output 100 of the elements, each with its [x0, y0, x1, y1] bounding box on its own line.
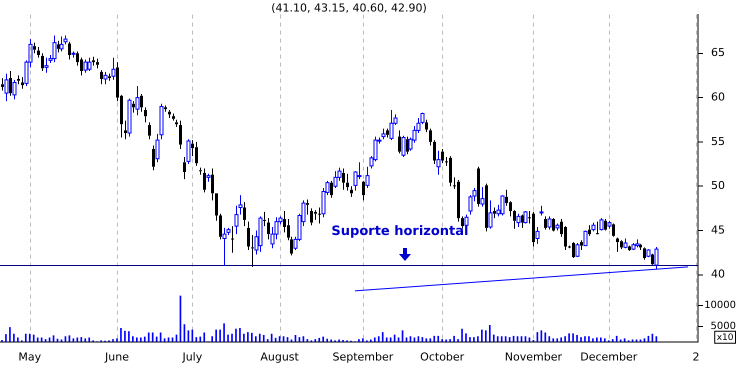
candlestick — [68, 41, 71, 60]
candlestick — [480, 186, 484, 208]
chart-title: (41.10, 43.15, 40.60, 42.90) — [271, 1, 427, 14]
candlestick — [199, 167, 202, 176]
x-tick-label: August — [260, 350, 300, 364]
y-tick-label: 65 — [711, 46, 725, 60]
y-tick-label: 40 — [711, 268, 725, 281]
candlestick — [477, 166, 480, 208]
candlestick — [222, 227, 226, 267]
candlestick — [41, 52, 44, 72]
candlestick — [386, 128, 389, 138]
candlestick — [362, 180, 365, 201]
candlestick — [219, 213, 222, 240]
annotation: Suporte horizontal — [331, 224, 468, 240]
candlestick — [493, 207, 496, 219]
candlestick — [144, 106, 147, 123]
candlestick — [572, 242, 575, 259]
candlestick — [1, 78, 4, 91]
candlestick — [231, 226, 234, 254]
x-tick-label: July — [181, 350, 203, 364]
candlestick — [441, 148, 444, 164]
candlestick — [366, 166, 370, 188]
candlestick — [596, 221, 599, 234]
y-tick-label: 45 — [711, 223, 725, 236]
candlestick — [104, 71, 108, 85]
candlestick — [112, 57, 116, 80]
candlestick — [306, 199, 309, 216]
candlestick — [243, 202, 246, 227]
candlestick — [457, 180, 460, 222]
candlestick — [195, 141, 198, 166]
candlestick — [148, 122, 151, 140]
y-tick-label: 60 — [711, 90, 725, 104]
candlestick — [318, 207, 321, 224]
candlestick — [516, 213, 520, 228]
candlestick — [9, 70, 12, 96]
x-tick-label: November — [504, 350, 562, 364]
candlestick — [429, 128, 432, 146]
candlestick — [334, 170, 338, 188]
candlestick — [485, 183, 488, 232]
candlestick — [183, 156, 186, 180]
candlestick — [215, 193, 218, 222]
y2-tick-label: 5000 — [710, 321, 736, 332]
candlestick — [247, 221, 250, 251]
candlestick — [513, 210, 516, 230]
x-tick-label: December — [580, 350, 638, 364]
x-tick-label: May — [18, 350, 42, 364]
candlestick — [168, 109, 171, 118]
candlestick — [211, 168, 214, 201]
candlestick — [33, 42, 36, 54]
candlestick — [251, 234, 254, 268]
candlestick — [124, 120, 127, 140]
candlestick — [449, 156, 452, 187]
candlestick — [436, 150, 440, 176]
y-tick-label: 50 — [711, 179, 725, 192]
candlestick — [588, 224, 591, 236]
y-tick-label: 55 — [711, 134, 725, 148]
candlestick — [564, 226, 567, 251]
candlestick — [488, 200, 492, 230]
candlestick — [643, 246, 646, 260]
candlestick — [136, 86, 140, 116]
candlestick — [267, 218, 270, 240]
candlestick — [346, 173, 349, 192]
candlestick — [44, 57, 48, 74]
candlestick — [179, 120, 182, 150]
candlestick — [433, 140, 436, 165]
candlestick — [4, 73, 8, 102]
candlestick — [425, 119, 428, 133]
candlestick — [60, 36, 64, 52]
x-tick-label: September — [332, 350, 394, 364]
candlestick — [96, 58, 99, 69]
x-tick-label: October — [420, 350, 465, 364]
candlestick — [398, 130, 401, 154]
candlestick — [350, 186, 353, 198]
y2-tick-label: 10000 — [704, 300, 736, 312]
candlestick — [310, 208, 313, 226]
candlestick — [132, 100, 135, 114]
candlestick — [604, 218, 607, 232]
candlestick — [52, 35, 56, 63]
candlestick — [21, 76, 24, 90]
candlestick — [80, 57, 83, 76]
candlestick — [152, 144, 155, 171]
candlestick — [263, 211, 266, 227]
y2-axis-title: x10 — [716, 333, 734, 344]
candlestick — [628, 245, 631, 252]
candlestick — [140, 94, 143, 112]
x-tick-label: 2 — [692, 350, 700, 364]
candlestick — [203, 168, 206, 193]
candlestick — [536, 226, 540, 244]
candlestick — [100, 70, 103, 85]
candlestick — [37, 46, 40, 58]
x-tick-label: June — [104, 350, 130, 364]
candlestick — [532, 211, 535, 248]
candlestick — [612, 222, 615, 238]
candlestick — [616, 237, 619, 252]
candlestick — [580, 240, 583, 251]
candlestick — [540, 205, 544, 216]
candlestick — [651, 253, 654, 266]
candlestick — [390, 109, 394, 141]
candlestick — [509, 200, 512, 217]
candlestick — [342, 168, 345, 190]
